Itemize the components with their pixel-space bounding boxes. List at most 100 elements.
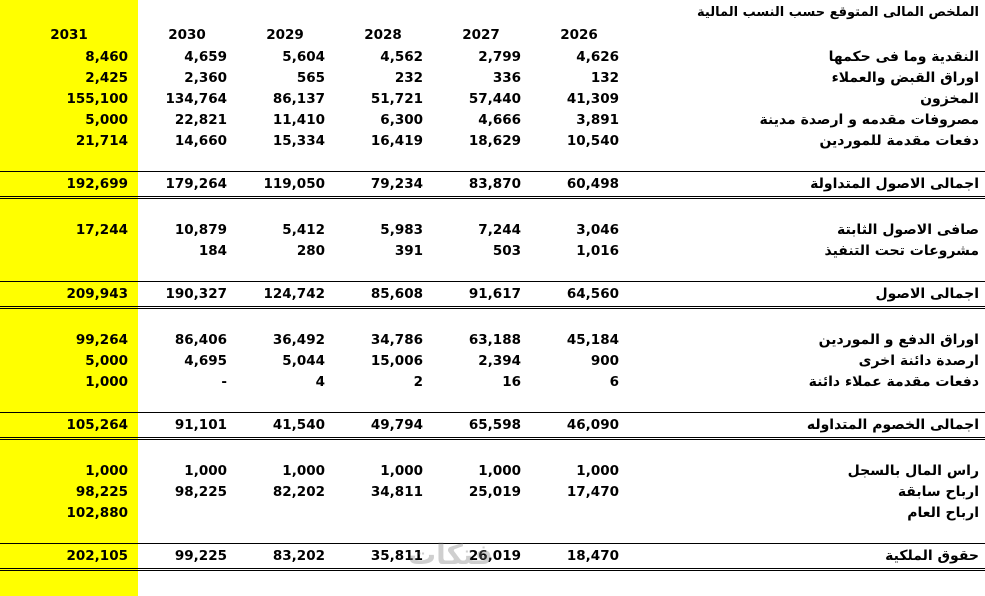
value-cell[interactable]: 1,000 [85,462,128,479]
row-label[interactable]: اجمالى الاصول المتداولة [628,171,985,199]
value-cell[interactable]: 4 [315,373,325,390]
column-header-2031[interactable]: 2031 [50,27,88,43]
value-cell[interactable]: 15,006 [370,352,423,369]
value-cell[interactable]: 900 [590,352,619,369]
row-label[interactable]: ارباح سابقة [897,483,979,500]
value-cell[interactable]: 1,016 [576,242,619,259]
value-cell[interactable]: 209,943 [0,281,138,309]
value-cell[interactable]: 3,891 [576,111,619,128]
value-cell[interactable] [138,502,236,523]
value-cell[interactable] [530,502,628,523]
value-cell[interactable]: 16,419 [370,132,423,149]
value-cell[interactable]: 98,225 [75,483,128,500]
value-cell[interactable]: 86,137 [272,90,325,107]
value-cell[interactable]: 5,000 [85,352,128,369]
value-cell[interactable]: 280 [296,242,325,259]
row-label[interactable]: راس المال بالسجل [847,462,979,479]
row-label[interactable]: النقدية وما فى حكمها [828,48,979,65]
value-cell[interactable]: 63,188 [468,331,521,348]
value-cell[interactable]: 5,983 [380,221,423,238]
row-label[interactable]: دفعات مقدمة للموردين [819,132,979,149]
row-label[interactable]: مصروفات مقدمه و ارصدة مدينة [759,111,979,128]
value-cell[interactable]: 49,794 [334,412,432,440]
value-cell[interactable]: 34,811 [370,483,423,500]
value-cell[interactable]: 41,540 [236,412,334,440]
value-cell[interactable]: 10,879 [174,221,227,238]
value-cell[interactable]: 2,799 [478,48,521,65]
value-cell[interactable]: 336 [492,69,521,86]
value-cell[interactable] [432,502,530,523]
value-cell[interactable]: 4,695 [184,352,227,369]
value-cell[interactable]: 1,000 [380,462,423,479]
value-cell[interactable]: 1,000 [184,462,227,479]
value-cell[interactable]: 98,225 [174,483,227,500]
value-cell[interactable]: 6,300 [380,111,423,128]
value-cell[interactable]: 134,764 [165,90,228,107]
value-cell[interactable]: 91,617 [432,281,530,309]
value-cell[interactable]: 179,264 [138,171,236,199]
value-cell[interactable]: 155,100 [66,90,129,107]
value-cell[interactable]: 6 [609,373,619,390]
row-label[interactable]: اجمالى الاصول [628,281,985,309]
value-cell[interactable]: 18,629 [468,132,521,149]
row-label[interactable]: ارصدة دائنة اخرى [858,352,979,369]
value-cell[interactable]: 1,000 [85,373,128,390]
value-cell[interactable]: 79,234 [334,171,432,199]
row-label[interactable]: ارباح العام [907,504,979,521]
value-cell[interactable]: 8,460 [85,48,128,65]
value-cell[interactable]: 83,870 [432,171,530,199]
value-cell[interactable]: 190,327 [138,281,236,309]
value-cell[interactable]: 2 [413,373,423,390]
value-cell[interactable]: 86,406 [174,331,227,348]
value-cell[interactable]: 1,000 [282,462,325,479]
value-cell[interactable] [334,502,432,523]
value-cell[interactable]: 2,360 [184,69,227,86]
value-cell[interactable]: 26,019 [432,543,530,571]
value-cell[interactable]: - [221,373,227,390]
value-cell[interactable]: 3,046 [576,221,619,238]
value-cell[interactable] [236,502,334,523]
value-cell[interactable]: 105,264 [0,412,138,440]
value-cell[interactable]: 132 [590,69,619,86]
value-cell[interactable]: 83,202 [236,543,334,571]
value-cell[interactable]: 14,660 [174,132,227,149]
value-cell[interactable]: 124,742 [236,281,334,309]
row-label[interactable]: مشروعات تحت التنفيذ [824,242,980,259]
column-header-2027[interactable]: 2027 [462,27,500,43]
value-cell[interactable]: 17,470 [566,483,619,500]
value-cell[interactable]: 119,050 [236,171,334,199]
row-label[interactable]: صافى الاصول الثابتة [836,221,979,238]
value-cell[interactable]: 65,598 [432,412,530,440]
value-cell[interactable]: 25,019 [468,483,521,500]
value-cell[interactable]: 5,044 [282,352,325,369]
row-label[interactable]: المخزون [920,90,979,107]
column-header-2026[interactable]: 2026 [560,27,598,43]
value-cell[interactable]: 102,880 [66,504,129,521]
row-label[interactable]: اوراق القبض والعملاء [831,69,979,86]
value-cell[interactable]: 4,666 [478,111,521,128]
value-cell[interactable]: 1,000 [478,462,521,479]
value-cell[interactable]: 11,410 [272,111,325,128]
value-cell[interactable]: 5,412 [282,221,325,238]
value-cell[interactable]: 34,786 [370,331,423,348]
value-cell[interactable]: 503 [492,242,521,259]
column-header-2028[interactable]: 2028 [364,27,402,43]
value-cell[interactable]: 41,309 [566,90,619,107]
value-cell[interactable]: 21,714 [75,132,128,149]
value-cell[interactable] [0,240,138,261]
value-cell[interactable]: 64,560 [530,281,628,309]
value-cell[interactable]: 57,440 [468,90,521,107]
value-cell[interactable]: 7,244 [478,221,521,238]
value-cell[interactable]: 1,000 [576,462,619,479]
column-header-2030[interactable]: 2030 [168,27,206,43]
value-cell[interactable]: 232 [394,69,423,86]
value-cell[interactable]: 565 [296,69,325,86]
row-label[interactable]: دفعات مقدمة عملاء دائنة [808,373,979,390]
value-cell[interactable]: 4,626 [576,48,619,65]
value-cell[interactable]: 45,184 [566,331,619,348]
value-cell[interactable]: 4,562 [380,48,423,65]
value-cell[interactable]: 22,821 [174,111,227,128]
value-cell[interactable]: 35,811 [334,543,432,571]
value-cell[interactable]: 10,540 [566,132,619,149]
value-cell[interactable]: 5,604 [282,48,325,65]
